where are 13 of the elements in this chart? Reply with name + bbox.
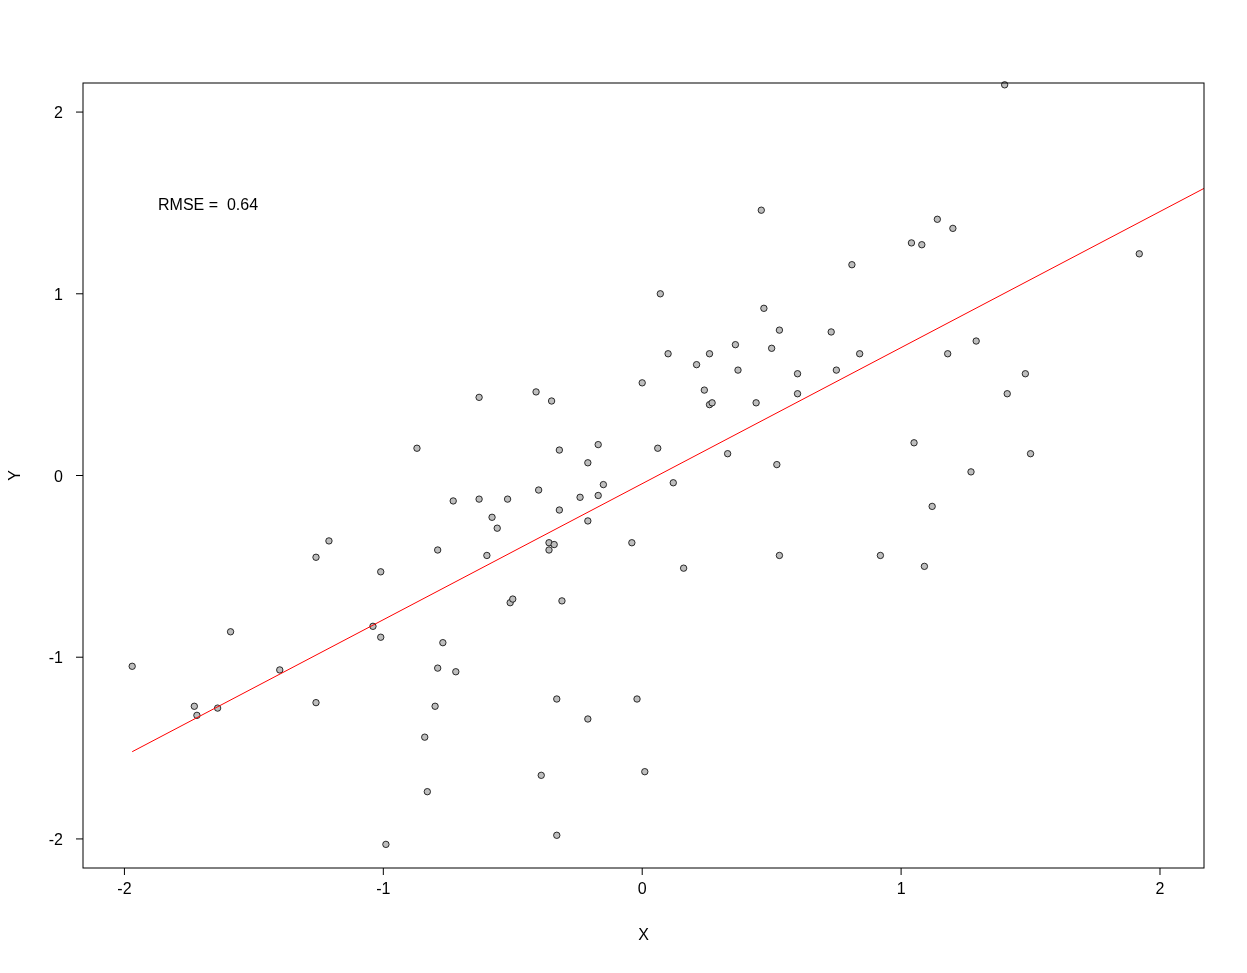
- x-tick-label: 1: [896, 880, 906, 897]
- y-tick-label: 1: [54, 285, 64, 303]
- annotation: RMSE = 0.64: [158, 196, 259, 213]
- x-axis-title: X: [638, 926, 650, 943]
- y-tick-label: 2: [54, 104, 64, 122]
- x-tick-label: -2: [117, 880, 132, 897]
- y-tick-label: -1: [48, 649, 64, 667]
- x-tick-label: 0: [637, 880, 647, 897]
- x-tick-label: 2: [1155, 880, 1165, 897]
- y-axis-title: Y: [6, 469, 23, 481]
- y-tick-label: -2: [48, 830, 64, 848]
- x-tick-label: -1: [376, 880, 391, 897]
- y-tick-label: 0: [54, 467, 64, 485]
